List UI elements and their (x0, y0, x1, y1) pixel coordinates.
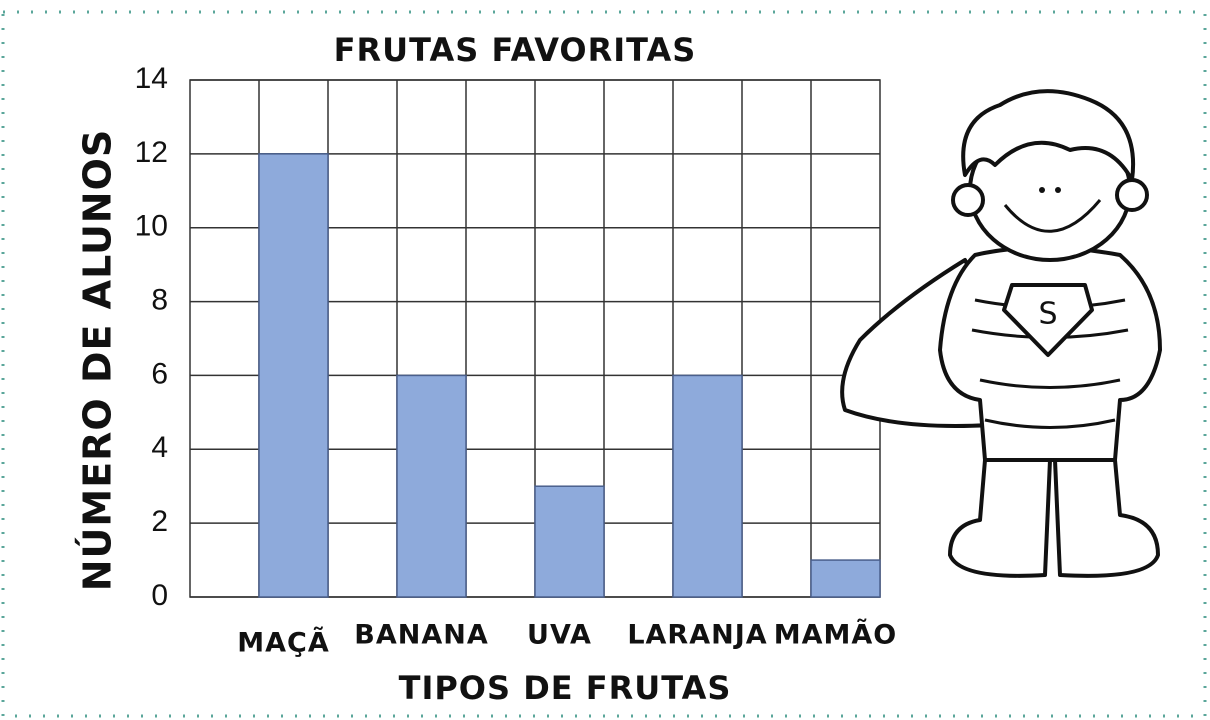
y-tick-label: 8 (151, 283, 168, 316)
y-tick-label: 2 (151, 505, 168, 538)
y-tick-label: 0 (151, 579, 168, 612)
x-tick-label: BANANA (354, 620, 488, 651)
bar (259, 154, 328, 597)
bar (535, 486, 604, 597)
y-axis-label: NÚMERO DE ALUNOS (76, 129, 120, 592)
x-axis-label: TIPOS DE FRUTAS (399, 669, 732, 707)
y-tick-label: 6 (151, 357, 168, 390)
bar (673, 375, 742, 597)
x-tick-label: LARANJA (627, 620, 767, 651)
x-tick-label: MAMÃO (774, 619, 897, 651)
y-tick-label: 12 (135, 136, 168, 169)
page: FRUTAS FAVORITAS TIPOS DE FRUTAS NÚMERO … (0, 0, 1210, 720)
y-tick-label: 4 (151, 431, 168, 464)
y-tick-label: 10 (135, 210, 168, 243)
x-tick-label: UVA (527, 620, 592, 651)
x-tick-label: MAÇÃ (237, 627, 329, 659)
bar (811, 560, 880, 597)
y-tick-label: 14 (135, 62, 168, 95)
bar (397, 375, 466, 597)
hero-emblem: S (1038, 297, 1057, 332)
chart-title: FRUTAS FAVORITAS (334, 31, 697, 69)
